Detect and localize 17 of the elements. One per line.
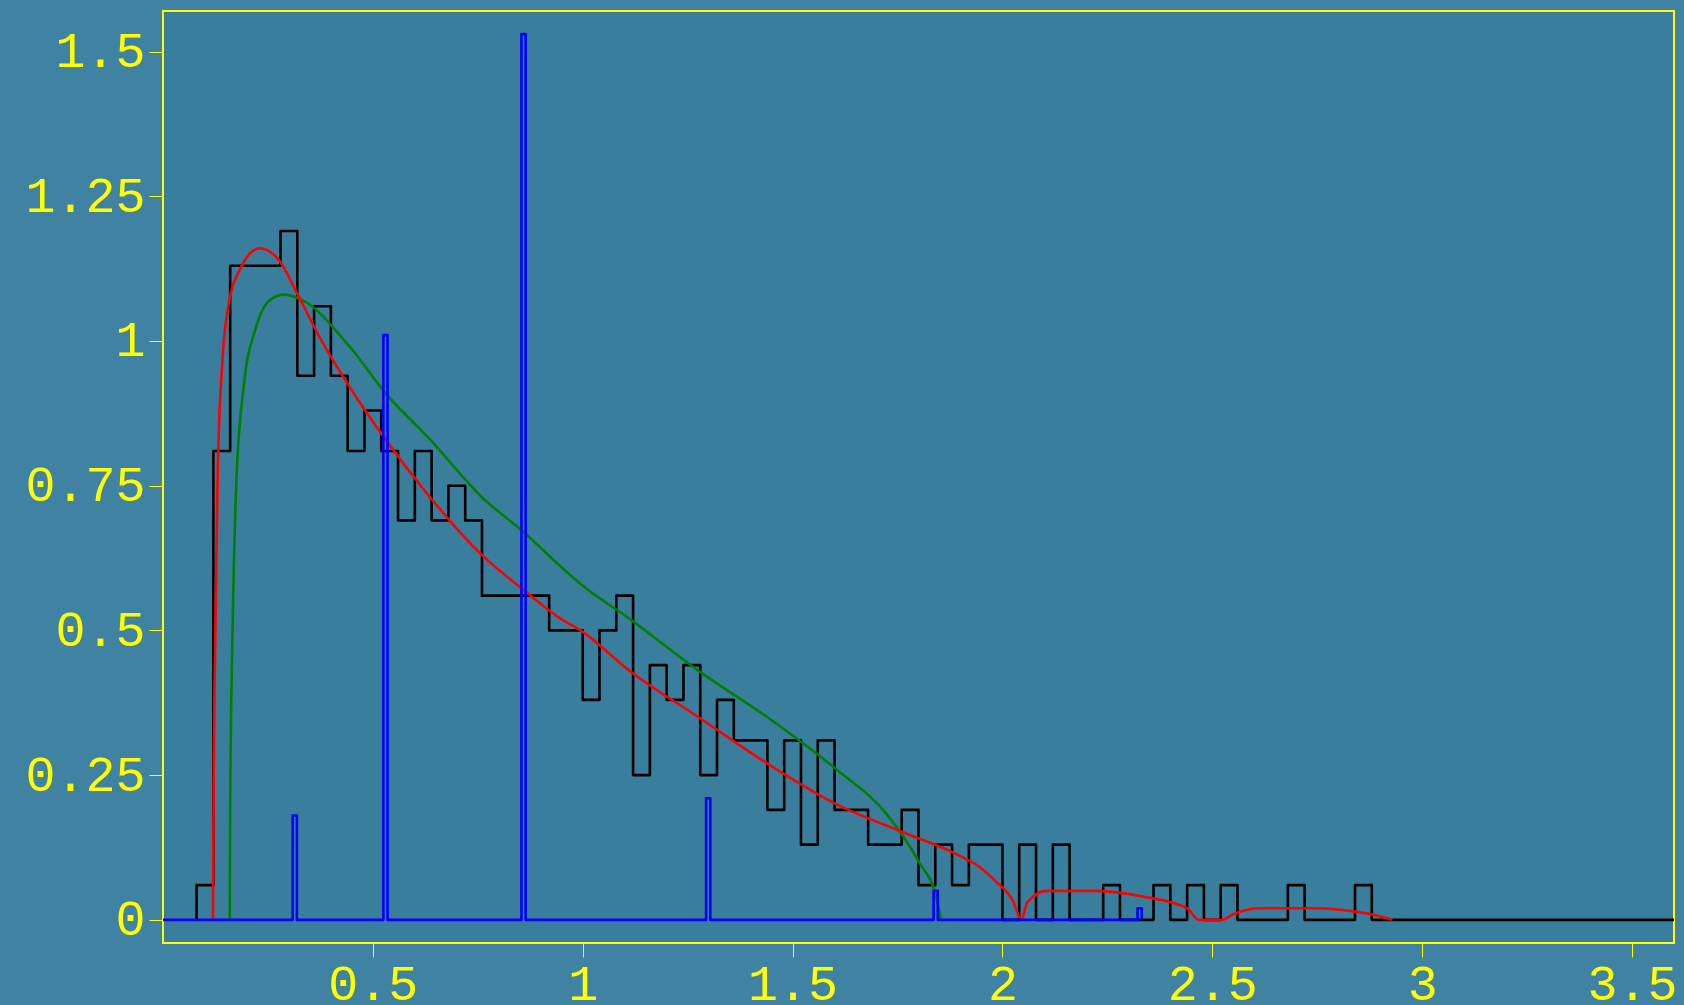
y-tick-label: 1.25 [25,169,146,227]
y-tick-label: 0.25 [25,748,146,806]
line-series [211,247,1394,922]
y-tick-label: 0.75 [25,459,146,517]
x-tick-label: 2.5 [1167,957,1258,1005]
x-tick-label: 1 [568,957,599,1005]
x-tick-label: 3 [1407,957,1438,1005]
y-tick-label: 0 [115,893,146,951]
x-tick-label: 0.5 [328,957,419,1005]
line-series [228,293,943,922]
y-tick-label: 0.5 [55,603,146,661]
x-tick-label: 2 [987,957,1018,1005]
y-tick-label: 1 [115,314,146,372]
line-series [163,32,1144,922]
y-tick-label: 1.5 [55,25,146,83]
x-tick-label: 1.5 [748,957,839,1005]
x-tick-label: 3.5 [1587,957,1678,1005]
